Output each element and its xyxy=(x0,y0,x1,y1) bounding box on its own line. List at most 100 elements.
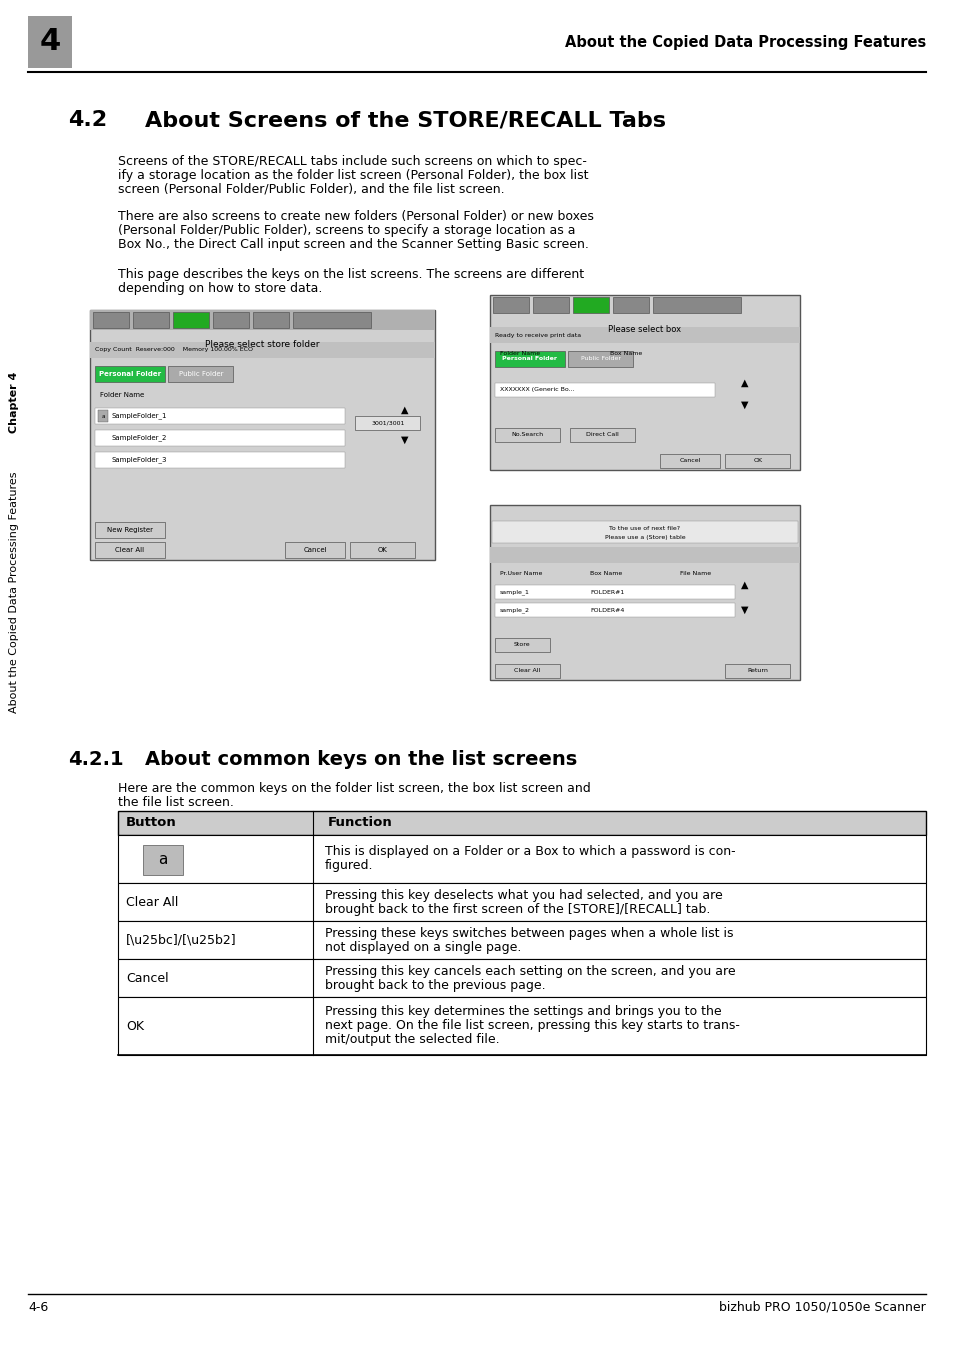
FancyBboxPatch shape xyxy=(569,429,635,442)
Text: not displayed on a single page.: not displayed on a single page. xyxy=(325,941,521,953)
Text: bizhub PRO 1050/1050e Scanner: bizhub PRO 1050/1050e Scanner xyxy=(719,1301,925,1314)
Text: SampleFolder_1: SampleFolder_1 xyxy=(112,412,168,419)
Text: brought back to the first screen of the [STORE]/[RECALL] tab.: brought back to the first screen of the … xyxy=(325,903,710,915)
Text: Clear All: Clear All xyxy=(126,895,178,909)
FancyBboxPatch shape xyxy=(118,811,925,836)
Text: Please select store folder: Please select store folder xyxy=(205,339,319,349)
Text: Pressing this key deselects what you had selected, and you are: Pressing this key deselects what you had… xyxy=(325,888,722,902)
Text: Public Folder: Public Folder xyxy=(580,357,620,361)
Text: This is displayed on a Folder or a Box to which a password is con-: This is displayed on a Folder or a Box t… xyxy=(325,845,735,859)
Text: To the use of next file?: To the use of next file? xyxy=(609,526,679,531)
Text: Pressing this key determines the settings and brings you to the: Pressing this key determines the setting… xyxy=(325,1006,720,1018)
Text: a: a xyxy=(158,853,168,868)
Text: Here are the common keys on the folder list screen, the box list screen and: Here are the common keys on the folder l… xyxy=(118,781,590,795)
FancyBboxPatch shape xyxy=(293,312,371,329)
Text: Direct Call: Direct Call xyxy=(585,433,618,438)
FancyBboxPatch shape xyxy=(90,310,435,560)
FancyBboxPatch shape xyxy=(95,522,165,538)
FancyBboxPatch shape xyxy=(98,410,108,422)
FancyBboxPatch shape xyxy=(492,521,797,544)
FancyBboxPatch shape xyxy=(95,430,345,446)
FancyBboxPatch shape xyxy=(118,959,925,996)
Text: Function: Function xyxy=(328,817,393,830)
Text: ▲: ▲ xyxy=(401,406,408,415)
Text: Cancel: Cancel xyxy=(679,458,700,464)
Text: About Screens of the STORE/RECALL Tabs: About Screens of the STORE/RECALL Tabs xyxy=(145,110,665,130)
FancyBboxPatch shape xyxy=(213,312,249,329)
Text: 4: 4 xyxy=(39,27,61,57)
FancyBboxPatch shape xyxy=(493,297,529,314)
FancyBboxPatch shape xyxy=(172,312,209,329)
Text: [\u25bc]/[\u25b2]: [\u25bc]/[\u25b2] xyxy=(126,933,236,946)
FancyBboxPatch shape xyxy=(95,366,165,383)
Text: About the Copied Data Processing Features: About the Copied Data Processing Feature… xyxy=(564,35,925,50)
Text: About the Copied Data Processing Features: About the Copied Data Processing Feature… xyxy=(9,472,19,713)
Text: About common keys on the list screens: About common keys on the list screens xyxy=(145,750,577,769)
Text: File Name: File Name xyxy=(679,571,710,576)
Text: ▲: ▲ xyxy=(740,580,748,589)
Text: Pr.User Name: Pr.User Name xyxy=(499,571,542,576)
Text: Clear All: Clear All xyxy=(115,548,145,553)
Text: Copy Count  Reserve:000    Memory 100.00% ECO: Copy Count Reserve:000 Memory 100.00% EC… xyxy=(95,347,253,353)
Text: Personal Folder: Personal Folder xyxy=(99,370,161,377)
Text: Cancel: Cancel xyxy=(126,972,169,984)
Text: OK: OK xyxy=(753,458,761,464)
Text: Folder Name: Folder Name xyxy=(499,352,539,356)
Text: This page describes the keys on the list screens. The screens are different: This page describes the keys on the list… xyxy=(118,268,583,281)
Text: Return: Return xyxy=(747,668,767,673)
Text: Folder Name: Folder Name xyxy=(100,392,144,397)
Text: There are also screens to create new folders (Personal Folder) or new boxes: There are also screens to create new fol… xyxy=(118,210,594,223)
Text: OK: OK xyxy=(126,1019,144,1033)
Text: brought back to the previous page.: brought back to the previous page. xyxy=(325,979,545,991)
FancyBboxPatch shape xyxy=(490,327,800,343)
Text: sample_1: sample_1 xyxy=(499,589,529,595)
Text: FOLDER#4: FOLDER#4 xyxy=(589,607,623,612)
Text: No.Search: No.Search xyxy=(511,433,542,438)
FancyBboxPatch shape xyxy=(90,342,435,358)
Text: Please use a (Store) table: Please use a (Store) table xyxy=(604,535,684,541)
Text: Personal Folder: Personal Folder xyxy=(502,357,557,361)
Text: 4.2: 4.2 xyxy=(68,110,107,130)
FancyBboxPatch shape xyxy=(92,312,129,329)
Text: ▼: ▼ xyxy=(401,435,408,445)
Text: Please select box: Please select box xyxy=(608,324,680,334)
FancyBboxPatch shape xyxy=(355,416,419,430)
FancyBboxPatch shape xyxy=(118,883,925,921)
Text: Pressing this key cancels each setting on the screen, and you are: Pressing this key cancels each setting o… xyxy=(325,964,735,977)
FancyBboxPatch shape xyxy=(533,297,568,314)
Text: Box Name: Box Name xyxy=(589,571,621,576)
FancyBboxPatch shape xyxy=(95,542,165,558)
FancyBboxPatch shape xyxy=(90,310,435,330)
Text: the file list screen.: the file list screen. xyxy=(118,796,233,808)
Text: Ready to receive print data: Ready to receive print data xyxy=(495,333,580,338)
Text: Screens of the STORE/RECALL tabs include such screens on which to spec-: Screens of the STORE/RECALL tabs include… xyxy=(118,155,586,168)
FancyBboxPatch shape xyxy=(495,664,559,677)
FancyBboxPatch shape xyxy=(613,297,648,314)
FancyBboxPatch shape xyxy=(659,454,720,468)
FancyBboxPatch shape xyxy=(490,295,800,470)
FancyBboxPatch shape xyxy=(724,664,789,677)
FancyBboxPatch shape xyxy=(28,16,71,68)
FancyBboxPatch shape xyxy=(132,312,169,329)
FancyBboxPatch shape xyxy=(495,585,734,599)
Text: depending on how to store data.: depending on how to store data. xyxy=(118,283,322,295)
Text: FOLDER#1: FOLDER#1 xyxy=(589,589,623,595)
Text: sample_2: sample_2 xyxy=(499,607,530,612)
Text: 3001/3001: 3001/3001 xyxy=(371,420,404,426)
Text: Public Folder: Public Folder xyxy=(178,370,223,377)
FancyBboxPatch shape xyxy=(724,454,789,468)
Text: ▲: ▲ xyxy=(740,379,748,388)
FancyBboxPatch shape xyxy=(253,312,289,329)
FancyBboxPatch shape xyxy=(95,408,345,425)
FancyBboxPatch shape xyxy=(168,366,233,383)
Text: Store: Store xyxy=(513,642,530,648)
Text: screen (Personal Folder/Public Folder), and the file list screen.: screen (Personal Folder/Public Folder), … xyxy=(118,183,504,196)
Text: Box Name: Box Name xyxy=(609,352,641,356)
FancyBboxPatch shape xyxy=(118,996,925,1055)
Text: mit/output the selected file.: mit/output the selected file. xyxy=(325,1033,499,1046)
FancyBboxPatch shape xyxy=(495,352,564,366)
Text: SampleFolder_3: SampleFolder_3 xyxy=(112,457,168,464)
Text: ify a storage location as the folder list screen (Personal Folder), the box list: ify a storage location as the folder lis… xyxy=(118,169,588,183)
Text: SampleFolder_2: SampleFolder_2 xyxy=(112,434,167,441)
Text: ▼: ▼ xyxy=(740,400,748,410)
